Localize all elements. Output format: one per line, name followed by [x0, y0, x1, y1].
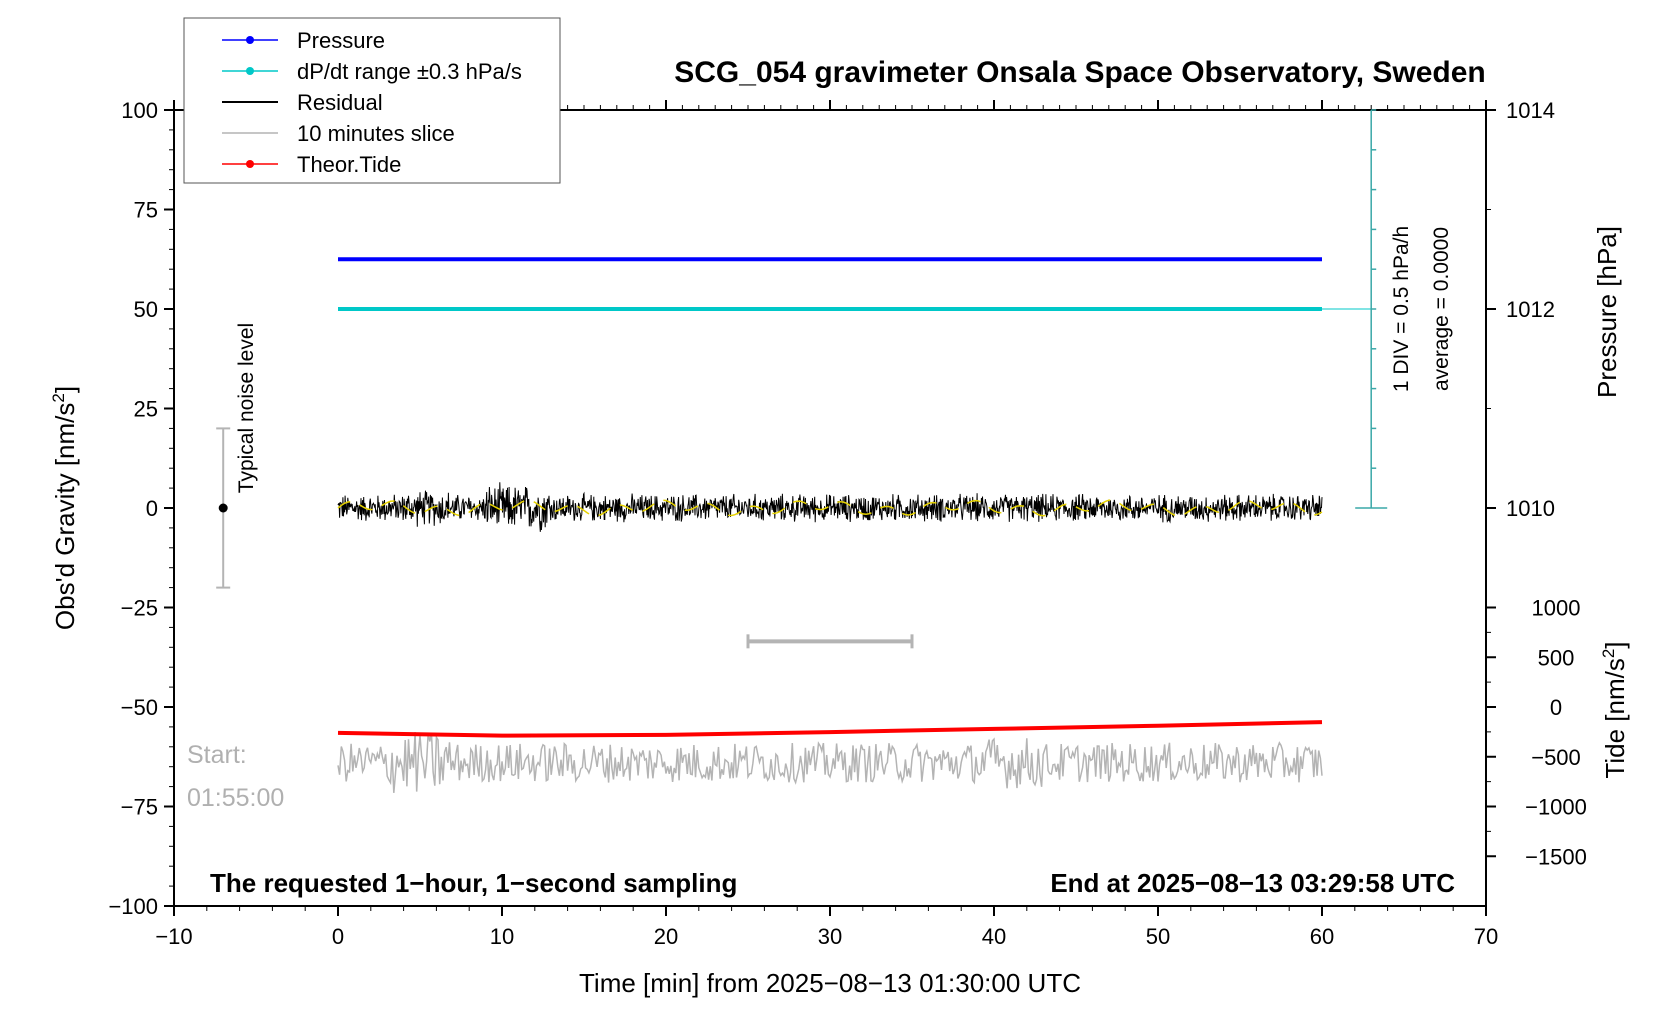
- residual-smoothed-line: [337, 499, 1323, 517]
- legend-marker: [246, 160, 254, 168]
- y-tick-label: −50: [121, 695, 158, 720]
- legend-label: Residual: [297, 90, 383, 115]
- legend-marker: [246, 36, 254, 44]
- x-tick-label: 0: [332, 924, 344, 949]
- legend-marker: [246, 67, 254, 75]
- y-tick-label: 0: [146, 496, 158, 521]
- tide-tick-label: −500: [1531, 745, 1581, 770]
- y-tick-label: 50: [134, 297, 158, 322]
- y-tick-label: 75: [134, 198, 158, 223]
- legend-box: [183, 17, 561, 184]
- legend-label: dP/dt range ±0.3 hPa/s: [297, 59, 522, 84]
- x-tick-label: 40: [982, 924, 1006, 949]
- sampling-note: The requested 1−hour, 1−second sampling: [210, 868, 737, 898]
- y-tick-label: −25: [121, 596, 158, 621]
- slice-line: [337, 731, 1323, 793]
- x-tick-label: 70: [1474, 924, 1498, 949]
- chart-title: SCG_054 gravimeter Onsala Space Observat…: [674, 56, 1486, 89]
- start-time: 01:55:00: [187, 784, 284, 812]
- x-tick-label: −10: [155, 924, 192, 949]
- x-axis-label: Time [min] from 2025−08−13 01:30:00 UTC: [579, 968, 1081, 998]
- typical-noise-level: Typical noise level: [216, 323, 258, 589]
- y-tick-label: 25: [134, 397, 158, 422]
- end-time-note: End at 2025−08−13 03:29:58 UTC: [1050, 868, 1455, 898]
- legend-label: Theor.Tide: [297, 152, 401, 177]
- y-axis-label-gravity: Obs'd Gravity [nm/s2]: [49, 386, 80, 630]
- y-axis-label-pressure: Pressure [hPa]: [1592, 226, 1622, 398]
- start-label: Start:: [187, 741, 247, 769]
- x-axis: −10 0 10 20 30 40 50 60 70: [155, 100, 1498, 949]
- noise-center-dot: [218, 503, 228, 513]
- x-tick-label: 30: [818, 924, 842, 949]
- scale-average-label: average = 0.0000: [1430, 227, 1453, 391]
- dpdt-scale-bar: 1 DIV = 0.5 hPa/h average = 0.0000: [1355, 109, 1453, 509]
- pressure-tick-label: 1012: [1506, 297, 1555, 322]
- scale-div-label: 1 DIV = 0.5 hPa/h: [1390, 226, 1413, 392]
- x-tick-label: 50: [1146, 924, 1170, 949]
- y-tick-label: −75: [121, 795, 158, 820]
- tide-tick-label: 500: [1538, 645, 1575, 670]
- legend-label: Pressure: [297, 28, 385, 53]
- tide-tick-label: 0: [1550, 695, 1562, 720]
- tide-tick-label: −1000: [1525, 795, 1587, 820]
- pressure-tick-label: 1014: [1506, 98, 1555, 123]
- legend: Pressure dP/dt range ±0.3 hPa/s Residual 10…: [183, 17, 561, 184]
- legend-label: 10 minutes slice: [297, 121, 455, 146]
- x-tick-label: 60: [1310, 924, 1334, 949]
- y-tick-label: −100: [108, 894, 158, 919]
- y-axis-tide: −1500 −1000 −500 0 500 1000: [1486, 596, 1587, 869]
- tide-line: [337, 720, 1323, 738]
- y-axis-gravity: −100 −75 −50 −25 0 25 50 75 100: [108, 98, 174, 919]
- y-axis-pressure: 1010 1012 1014: [1486, 98, 1555, 521]
- y-axis-label-tide: Tide [nm/s2]: [1599, 641, 1630, 778]
- noise-label: Typical noise level: [235, 323, 258, 493]
- x-tick-label: 20: [654, 924, 678, 949]
- pressure-tick-label: 1010: [1506, 496, 1555, 521]
- tide-tick-label: −1500: [1525, 844, 1587, 869]
- tide-tick-label: 1000: [1532, 596, 1581, 621]
- residual-line: [337, 482, 1323, 532]
- y-tick-label: 100: [121, 98, 158, 123]
- x-tick-label: 10: [490, 924, 514, 949]
- series-layer: [337, 257, 1372, 793]
